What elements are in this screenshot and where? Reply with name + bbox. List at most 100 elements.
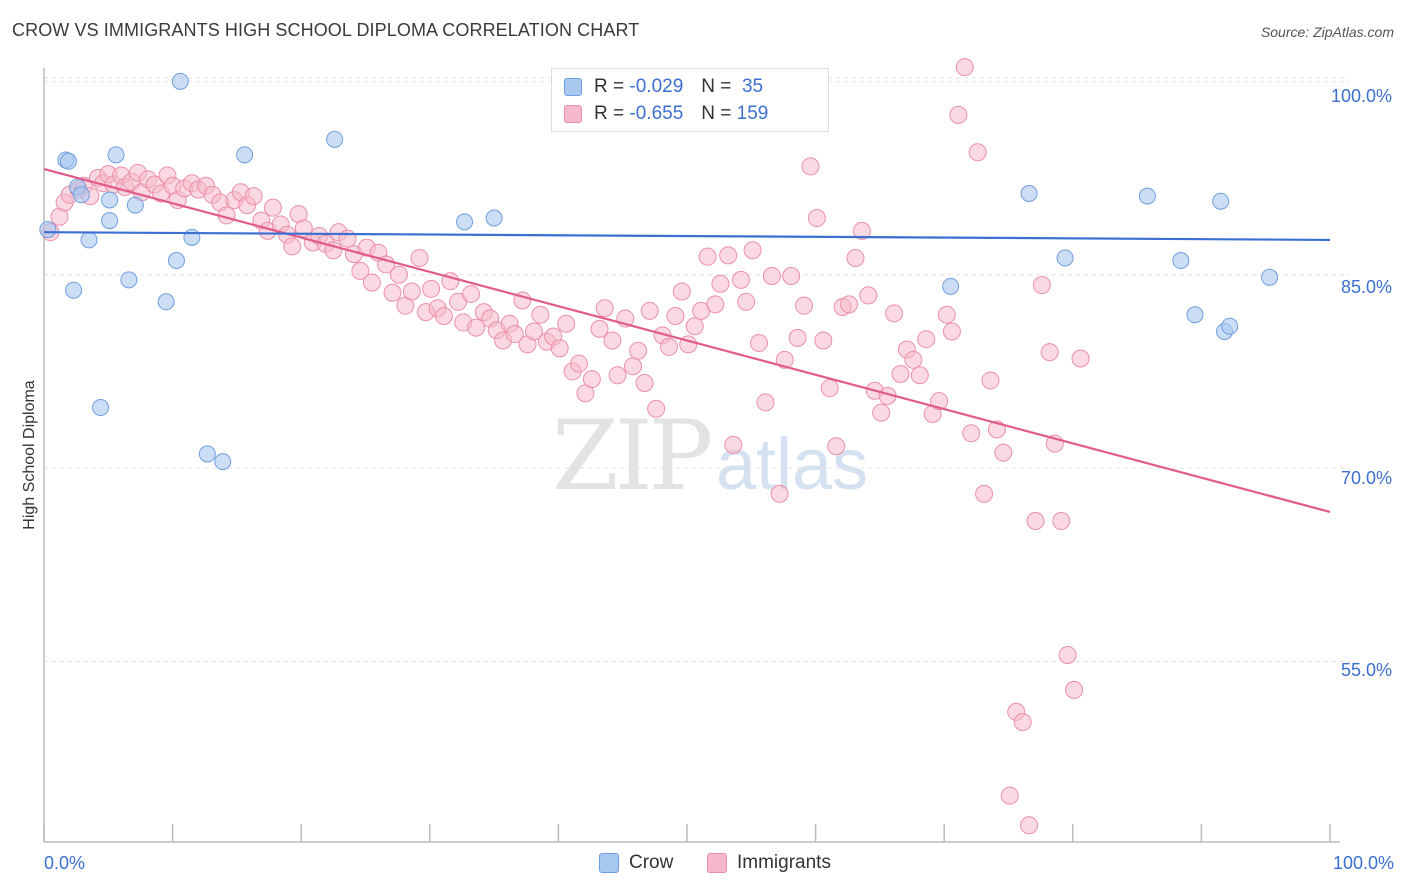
immigrants-point — [569, 354, 588, 373]
y-tick-label: 70.0% — [1340, 468, 1392, 488]
legend-r-label: R = — [594, 76, 625, 97]
immigrants-point — [1071, 349, 1090, 368]
crow-point — [1212, 192, 1230, 210]
immigrants-point — [524, 322, 543, 341]
immigrants-point — [706, 295, 725, 314]
legend-item-crow: Crow — [599, 852, 673, 874]
legend-row-crow: R = -0.029 N = 35 — [564, 75, 763, 99]
immigrants-point — [827, 437, 846, 456]
immigrants-point — [410, 248, 429, 267]
immigrants-point — [962, 424, 981, 443]
y-tick-label: 85.0% — [1340, 277, 1392, 297]
immigrants-point — [590, 319, 609, 338]
crow-point — [236, 146, 254, 164]
immigrants-point — [859, 286, 878, 305]
immigrants-point — [402, 282, 421, 301]
crow-point — [157, 293, 175, 311]
crow-point — [942, 277, 960, 295]
immigrants-point — [968, 143, 987, 162]
immigrants-point — [666, 306, 685, 325]
immigrants-point — [629, 341, 648, 360]
legend-row-immigrants: R = -0.655 N = 159 — [564, 102, 768, 126]
immigrants-point — [389, 265, 408, 284]
immigrants-point — [820, 379, 839, 398]
legend-n-value: 35 — [741, 76, 764, 97]
immigrants-point — [244, 187, 263, 206]
crow-point — [92, 399, 110, 417]
crow-point — [101, 212, 119, 230]
source-label: Source: ZipAtlas.com — [1260, 24, 1394, 40]
legend-swatch-immigrants — [707, 853, 727, 873]
immigrants-point — [994, 443, 1013, 462]
crow-point — [1172, 252, 1190, 270]
immigrants-point — [719, 246, 738, 265]
crow-trendline — [43, 231, 1331, 242]
immigrants-point — [1000, 786, 1019, 805]
immigrants-point — [672, 282, 691, 301]
legend-label-immigrants: Immigrants — [737, 852, 831, 873]
immigrants-point — [949, 105, 968, 124]
immigrants-point — [531, 305, 550, 324]
immigrants-point — [770, 484, 789, 503]
immigrants-point — [659, 337, 678, 356]
immigrants-point — [788, 328, 807, 347]
chart-title: CROW VS IMMIGRANTS HIGH SCHOOL DIPLOMA C… — [12, 20, 640, 40]
immigrants-point — [603, 331, 622, 350]
immigrants-point — [263, 198, 282, 217]
crow-point — [1020, 185, 1038, 203]
legend-swatch-crow — [564, 78, 582, 96]
crow-point — [214, 453, 232, 471]
immigrants-point — [885, 304, 904, 323]
immigrants-point — [422, 279, 441, 298]
legend-r-value: -0.655 — [629, 103, 684, 124]
x-axis-min-label: 0.0% — [44, 853, 86, 873]
immigrants-point — [582, 370, 601, 389]
immigrants-point — [782, 267, 801, 286]
immigrants-point — [750, 334, 769, 353]
immigrants-point — [743, 241, 762, 260]
immigrants-point — [891, 365, 910, 383]
crow-point — [126, 196, 144, 214]
immigrants-point — [434, 306, 453, 325]
immigrants-point — [1065, 680, 1084, 699]
immigrants-point — [338, 229, 357, 248]
immigrants-trendline — [43, 167, 1331, 514]
immigrants-point — [1032, 276, 1051, 295]
immigrants-point — [775, 350, 794, 369]
immigrants-point — [635, 374, 654, 393]
immigrants-point — [467, 318, 486, 337]
immigrants-point — [930, 392, 949, 411]
crow-point — [80, 231, 98, 249]
immigrants-point — [904, 350, 923, 369]
crow-point — [65, 281, 83, 299]
immigrants-point — [872, 403, 891, 422]
immigrants-point — [942, 322, 961, 341]
immigrants-point — [737, 292, 756, 311]
crow-point — [107, 146, 125, 164]
immigrants-point — [955, 58, 974, 77]
crow-point — [326, 130, 344, 148]
immigrants-point — [846, 248, 865, 267]
watermark-atlas: atlas — [716, 425, 869, 505]
immigrants-point — [981, 371, 1000, 390]
crow-point — [198, 445, 216, 463]
immigrants-point — [383, 283, 402, 302]
legend-n-label: N = — [701, 76, 732, 97]
series-legend: Crow Immigrants — [0, 852, 1406, 878]
legend-item-immigrants: Immigrants — [707, 852, 831, 874]
crow-point — [1056, 249, 1074, 267]
immigrants-point — [283, 237, 302, 256]
immigrants-point — [1040, 343, 1059, 362]
legend-swatch-immigrants — [564, 105, 582, 123]
immigrants-point — [294, 219, 313, 238]
legend-r-value: -0.029 — [629, 76, 684, 97]
y-tick-label: 55.0% — [1340, 660, 1392, 680]
immigrants-point — [685, 317, 704, 336]
immigrants-point — [351, 261, 370, 280]
immigrants-point — [975, 484, 994, 503]
immigrants-point — [937, 305, 956, 324]
crow-point — [1221, 317, 1239, 335]
immigrants-point — [910, 366, 929, 385]
watermark-zip: ZIP — [552, 400, 713, 512]
